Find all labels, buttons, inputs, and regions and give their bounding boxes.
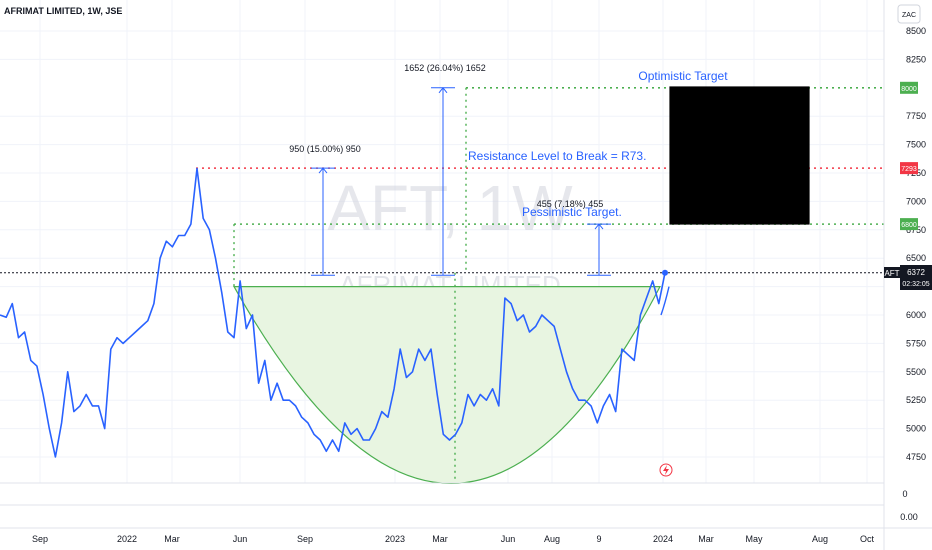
handle-curve	[660, 286, 670, 316]
level-tags: 8000 7293 6800	[900, 81, 918, 231]
level-tag-bg	[900, 218, 918, 231]
y-tick-label: 5250	[906, 395, 926, 405]
level-tag-value: 6800	[901, 222, 917, 229]
y-tick-label: 4750	[906, 452, 926, 462]
level-tag-bg	[900, 162, 918, 175]
x-tick-labels: Sep 2022 Mar Jun Sep 2023 Mar Jun Aug 9 2024 Mar May…	[32, 534, 875, 544]
x-tick-label: Sep	[32, 534, 48, 544]
level-tag-value: 8000	[901, 86, 917, 93]
x-tick-label: Sep	[297, 534, 313, 544]
level-tag-value: 7293	[901, 166, 917, 173]
measure-left: 950 (15.00%) 950	[289, 144, 361, 276]
currency-badge[interactable]	[897, 4, 921, 24]
y-tick-label: 8250	[906, 54, 926, 64]
y-tick-label: 5500	[906, 367, 926, 377]
x-tick-label: 2024	[653, 534, 673, 544]
measure-mid: 1652 (26.04%) 1652	[404, 63, 486, 276]
measure-label: 1652 (26.04%) 1652	[404, 63, 486, 73]
x-tick-label: Mar	[164, 534, 180, 544]
indicator-tick-label: 0.00	[900, 512, 918, 522]
cup-pattern	[232, 286, 661, 485]
x-tick-label: Jun	[501, 534, 516, 544]
y-tick-label: 8500	[906, 26, 926, 36]
level-tag-bg	[900, 81, 918, 94]
pessimistic-target-label: Pessimistic Target.	[522, 205, 622, 219]
indicator-axis-labels: 00.00	[900, 489, 918, 522]
targets-box	[669, 86, 810, 225]
measure-label: 950 (15.00%) 950	[289, 144, 361, 154]
last-price-marker	[662, 269, 668, 276]
x-tick-label: May	[745, 534, 763, 544]
x-tick-label: Jun	[233, 534, 248, 544]
y-tick-label: 5750	[906, 338, 926, 348]
price-series-line	[0, 167, 666, 458]
price-tag-value: 6372	[907, 268, 925, 277]
optimistic-target-label: Optimistic Target	[638, 69, 728, 83]
measure-label: 455 (7.18%) 455	[537, 199, 604, 209]
y-tick-label: 7000	[906, 196, 926, 206]
measure-right: 455 (7.18%) 455	[537, 199, 611, 276]
measure-arrow	[594, 223, 604, 230]
x-tick-label: Mar	[432, 534, 448, 544]
currency-label: ZAC	[902, 12, 916, 19]
y-tick-label: 6000	[906, 310, 926, 320]
long-term-target: Long Term = R80	[693, 142, 785, 156]
x-tick-label: Mar	[698, 534, 714, 544]
x-tick-label: Aug	[544, 534, 560, 544]
x-tick-label: Aug	[812, 534, 828, 544]
targets-heading: Targets.	[693, 112, 736, 126]
indicator-tick-label: 0	[902, 489, 907, 499]
flash-icon[interactable]	[659, 463, 673, 477]
price-tag-ticker: AFT	[884, 269, 899, 278]
y-tick-label: 7750	[906, 111, 926, 121]
x-tick-label: 2022	[117, 534, 137, 544]
watermark-ticker: AFT, 1W	[327, 172, 573, 244]
resistance-label: Resistance Level to Break = R73.	[468, 149, 646, 163]
x-tick-label: 2023	[385, 534, 405, 544]
measure-arrow	[438, 86, 448, 94]
y-tick-label: 6500	[906, 253, 926, 263]
price-tag: AFT 6372 02:32:05	[884, 265, 932, 290]
x-tick-label: 9	[596, 534, 601, 544]
symbol-title: AFRIMAT LIMITED, 1W, JSE	[4, 6, 122, 16]
short-term-target: Short Term = R68	[693, 173, 787, 187]
price-tag-countdown: 02:32:05	[902, 281, 929, 288]
y-tick-label: 5000	[906, 424, 926, 434]
y-tick-label: 7500	[906, 140, 926, 150]
measure-arrow	[318, 167, 328, 174]
x-tick-label: Oct	[860, 534, 875, 544]
